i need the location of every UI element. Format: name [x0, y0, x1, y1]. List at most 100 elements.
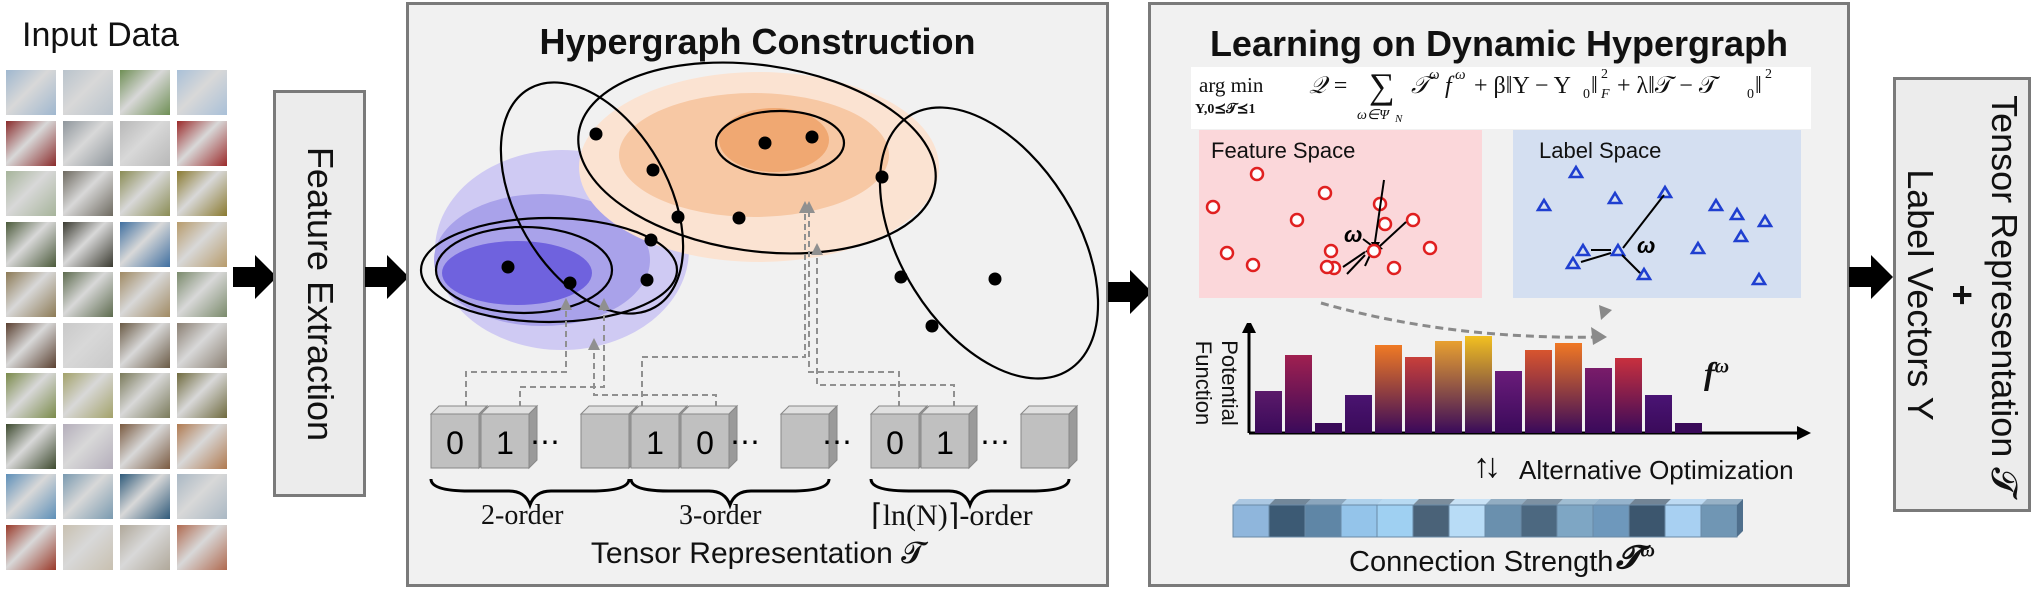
- input-image-thumbnail: [63, 474, 113, 519]
- output-text: Tensor Representation 𝓣 + Label Vectors …: [1899, 95, 2025, 495]
- arrow-input-to-extraction: [233, 255, 277, 299]
- tensor-cube: 1: [919, 404, 979, 470]
- vertices: [501, 127, 1002, 333]
- input-data-title: Input Data: [22, 16, 179, 54]
- formula-argmin-sub: Y,0⪯𝒯⪯1: [1195, 102, 1256, 117]
- connection-strength-cell: [1556, 499, 1599, 538]
- potential-bar: [1285, 355, 1312, 433]
- input-image-thumbnail: [120, 221, 170, 267]
- tensor-cube: [579, 404, 639, 470]
- potential-bar: [1405, 357, 1432, 433]
- arrow-learning-to-output: [1849, 255, 1893, 299]
- feature-points: [1205, 166, 1438, 276]
- f-omega-label: fω: [1704, 355, 1729, 392]
- formula-norm2: ‖: [1755, 73, 1762, 99]
- potential-bar: [1615, 358, 1642, 433]
- input-image-thumbnail: [6, 120, 56, 166]
- input-image-thumbnail: [120, 322, 170, 368]
- input-image-thumbnail: [6, 322, 56, 368]
- input-image-thumbnail: [6, 373, 56, 418]
- output-plus: +: [1942, 283, 1983, 306]
- input-image-thumbnail: [120, 120, 170, 166]
- t-omega-label: 𝓣ω: [1616, 539, 1655, 577]
- input-image-thumbnail: [177, 120, 227, 166]
- input-image-thumbnail: [120, 373, 170, 418]
- potential-bar-chart: [1242, 323, 1811, 440]
- connection-strength-cell: [1304, 499, 1347, 538]
- connection-strength-cell: [1484, 499, 1527, 538]
- connection-strength-cell: [1232, 499, 1275, 538]
- hyperedge-outlines: [419, 61, 1100, 380]
- learning-panel: Learning on Dynamic Hypergraph arg min Y…: [1148, 2, 1850, 587]
- objective-formula: arg min Y,0⪯𝒯⪯1 𝒬 = ∑ ω∈Ψ N 𝒯 ω f ω + β‖…: [1191, 66, 1811, 129]
- input-image-thumbnail: [177, 272, 227, 317]
- formula-f-sup: ω: [1455, 67, 1466, 83]
- formula-sum-sub-n: N: [1395, 113, 1403, 125]
- feature-extraction-label: Feature Extraction: [299, 146, 341, 441]
- input-image-thumbnail: [177, 423, 227, 469]
- formula-t: 𝒯: [1411, 73, 1430, 99]
- tensor-cube-value: 1: [646, 425, 664, 461]
- connector-arrowheads: [560, 201, 823, 350]
- f-omega-base: f: [1704, 355, 1715, 391]
- output-box: Tensor Representation 𝓣 + Label Vectors …: [1893, 77, 2031, 512]
- y-axis-arrowhead: [1242, 323, 1256, 333]
- feature-arrows: [1342, 179, 1407, 275]
- input-image-thumbnail: [6, 272, 56, 317]
- connection-strength-side: [1737, 499, 1743, 537]
- output-line1: Tensor Representation 𝓣: [1984, 94, 2025, 495]
- potential-bar: [1495, 371, 1522, 433]
- tensor-cube-value: 1: [936, 425, 954, 461]
- feature-space-label: Feature Space: [1211, 138, 1356, 163]
- tensor-cube-value: 0: [446, 425, 464, 461]
- group-label-ln-order: ⌈ln(N)⌉-order: [871, 499, 1033, 532]
- alternative-optimization-label: Alternative Optimization: [1519, 455, 1794, 485]
- hypergraph-drawing: [419, 61, 1100, 407]
- input-image-thumbnail: [120, 524, 170, 570]
- formula-norm-sub: F: [1601, 87, 1610, 102]
- formula-norm-sup: 2: [1601, 67, 1608, 82]
- ellipsis: ⋯: [730, 426, 760, 459]
- connection-strength-cell: [1376, 499, 1419, 538]
- input-image-thumbnail: [6, 171, 56, 216]
- input-image-thumbnail: [63, 423, 113, 469]
- formula-sum: ∑: [1369, 66, 1395, 106]
- potential-bar: [1255, 391, 1282, 433]
- formula-norm2-sup: 2: [1765, 67, 1772, 82]
- formula-lambda-term: + λ‖𝒯 − 𝒯: [1611, 73, 1718, 99]
- input-image-thumbnail: [177, 171, 227, 216]
- input-image-thumbnail: [177, 70, 227, 115]
- space-link-arrowhead: [1591, 327, 1607, 345]
- input-image-thumbnail: [63, 524, 113, 570]
- input-image-thumbnail: [63, 373, 113, 418]
- arrow-hypergraph-to-learning: [1108, 270, 1152, 314]
- connection-strength-label: Connection Strength: [1349, 546, 1614, 578]
- input-image-thumbnail: [177, 524, 227, 570]
- tensor-cube-value: 0: [886, 425, 904, 461]
- input-image-thumbnail: [177, 474, 227, 519]
- ellipsis: ⋯: [980, 426, 1010, 459]
- feature-extraction-box: Feature Extraction: [273, 90, 366, 497]
- input-image-thumbnail: [6, 221, 56, 267]
- input-image-thumbnail: [120, 70, 170, 115]
- formula-argmin: arg min: [1199, 73, 1264, 97]
- input-image-thumbnail: [177, 221, 227, 267]
- ellipsis: ⋯: [822, 426, 852, 459]
- formula-t0-sub: 0: [1747, 87, 1754, 102]
- tensor-cube: [1019, 404, 1079, 470]
- input-image-thumbnail: [63, 272, 113, 317]
- connection-strength-cell: [1520, 499, 1563, 538]
- label-space-label: Label Space: [1539, 138, 1662, 163]
- tensor-cube: 1: [479, 404, 539, 470]
- feature-center-point: [1366, 243, 1382, 259]
- input-image-thumbnail: [120, 171, 170, 216]
- formula-y0-sub: 0: [1583, 87, 1590, 102]
- input-image-thumbnail: [63, 70, 113, 115]
- tensor-cube: [779, 404, 839, 470]
- tensor-cube: 1: [629, 404, 689, 470]
- label-arrows: [1580, 194, 1665, 274]
- label-points: [1535, 164, 1774, 286]
- input-image-thumbnail: [120, 272, 170, 317]
- potential-bar: [1675, 423, 1702, 433]
- input-image-thumbnail: [120, 423, 170, 469]
